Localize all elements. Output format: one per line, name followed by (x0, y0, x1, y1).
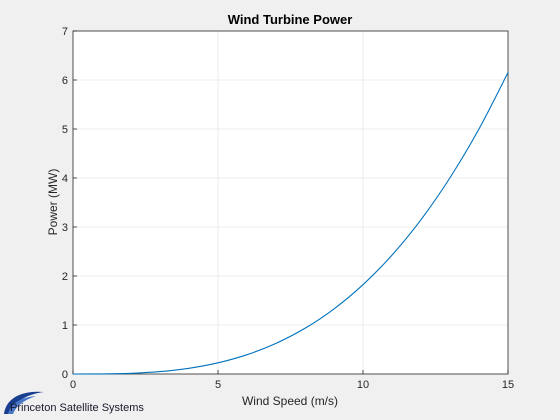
power-curve-line (72, 72, 509, 375)
plot-area (73, 31, 508, 374)
x-tick-label: 0 (70, 379, 76, 391)
y-axis-label: Power (MW) (46, 169, 60, 236)
logo-swoosh-icon (4, 391, 44, 414)
y-tick-label: 1 (62, 320, 68, 332)
axis-ticks: 0 5 10 15 0 1 2 3 4 5 6 7 (62, 26, 514, 391)
y-tick-label: 6 (62, 75, 68, 87)
x-tick-label: 5 (215, 379, 221, 391)
y-tick-label: 5 (62, 124, 68, 136)
y-tick-label: 0 (62, 369, 68, 381)
y-tick-label: 4 (62, 173, 68, 185)
y-tick-label: 3 (62, 222, 68, 234)
x-tick-label: 15 (502, 379, 514, 391)
company-name: Princeton Satellite Systems (10, 402, 144, 414)
y-tick-label: 7 (62, 26, 68, 38)
series-layer (72, 72, 509, 375)
y-tick-label: 2 (62, 271, 68, 283)
chart-title: Wind Turbine Power (228, 12, 353, 27)
x-tick-label: 10 (357, 379, 369, 391)
company-logo: Princeton Satellite Systems (4, 391, 144, 414)
axes-box (72, 30, 509, 375)
x-axis-label: Wind Speed (m/s) (242, 394, 338, 408)
logo-swoosh-accent-icon (8, 396, 36, 414)
grid-lines (73, 31, 508, 374)
